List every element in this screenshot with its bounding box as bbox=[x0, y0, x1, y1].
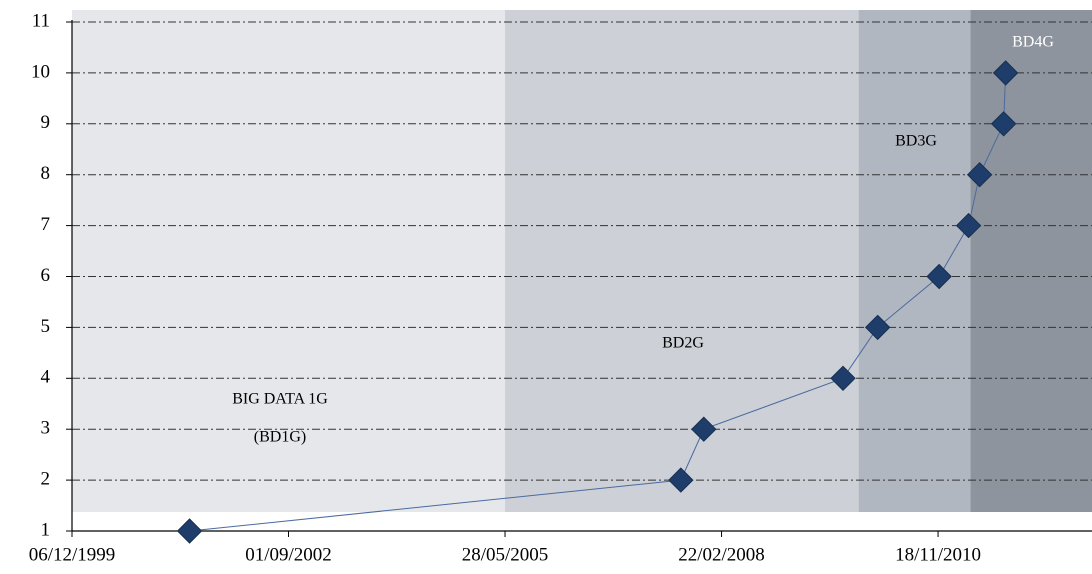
data-marker bbox=[992, 60, 1019, 86]
era-label: BIG DATA 1G bbox=[232, 391, 328, 408]
era-label: (BD1G) bbox=[254, 429, 306, 446]
y-tick-label: 4 bbox=[41, 367, 51, 388]
data-marker bbox=[864, 314, 891, 341]
era-band bbox=[72, 10, 506, 512]
data-marker bbox=[691, 416, 717, 442]
data-marker bbox=[176, 518, 203, 544]
y-tick-label: 11 bbox=[32, 10, 50, 31]
y-tick-label: 5 bbox=[41, 316, 51, 337]
era-label: BD2G bbox=[662, 335, 704, 352]
y-tick-label: 10 bbox=[31, 61, 50, 82]
y-tick-label: 2 bbox=[41, 468, 51, 489]
x-tick-label: 28/05/2005 bbox=[462, 544, 549, 565]
x-tick-label: 01/09/2002 bbox=[245, 544, 332, 565]
y-tick-label: 8 bbox=[41, 163, 51, 184]
era-band bbox=[970, 10, 1092, 512]
x-tick-label: 22/02/2008 bbox=[678, 544, 765, 565]
data-marker bbox=[966, 161, 993, 188]
y-tick-label: 3 bbox=[41, 418, 51, 439]
era-label: BD4G bbox=[1012, 34, 1054, 51]
y-tick-label: 1 bbox=[41, 519, 51, 540]
data-line bbox=[189, 72, 1007, 532]
x-tick-label: 06/12/1999 bbox=[29, 544, 116, 565]
y-tick-label: 6 bbox=[41, 265, 51, 286]
era-band bbox=[858, 10, 971, 512]
data-marker bbox=[990, 111, 1017, 137]
data-marker bbox=[668, 467, 694, 493]
data-marker bbox=[955, 212, 982, 239]
data-marker bbox=[830, 365, 856, 392]
x-tick-label: 18/11/2010 bbox=[895, 544, 981, 565]
y-tick-label: 7 bbox=[41, 214, 51, 235]
era-label: BD3G bbox=[895, 133, 937, 150]
y-tick-label: 9 bbox=[41, 112, 51, 133]
data-marker bbox=[926, 263, 952, 290]
era-band bbox=[505, 10, 859, 512]
